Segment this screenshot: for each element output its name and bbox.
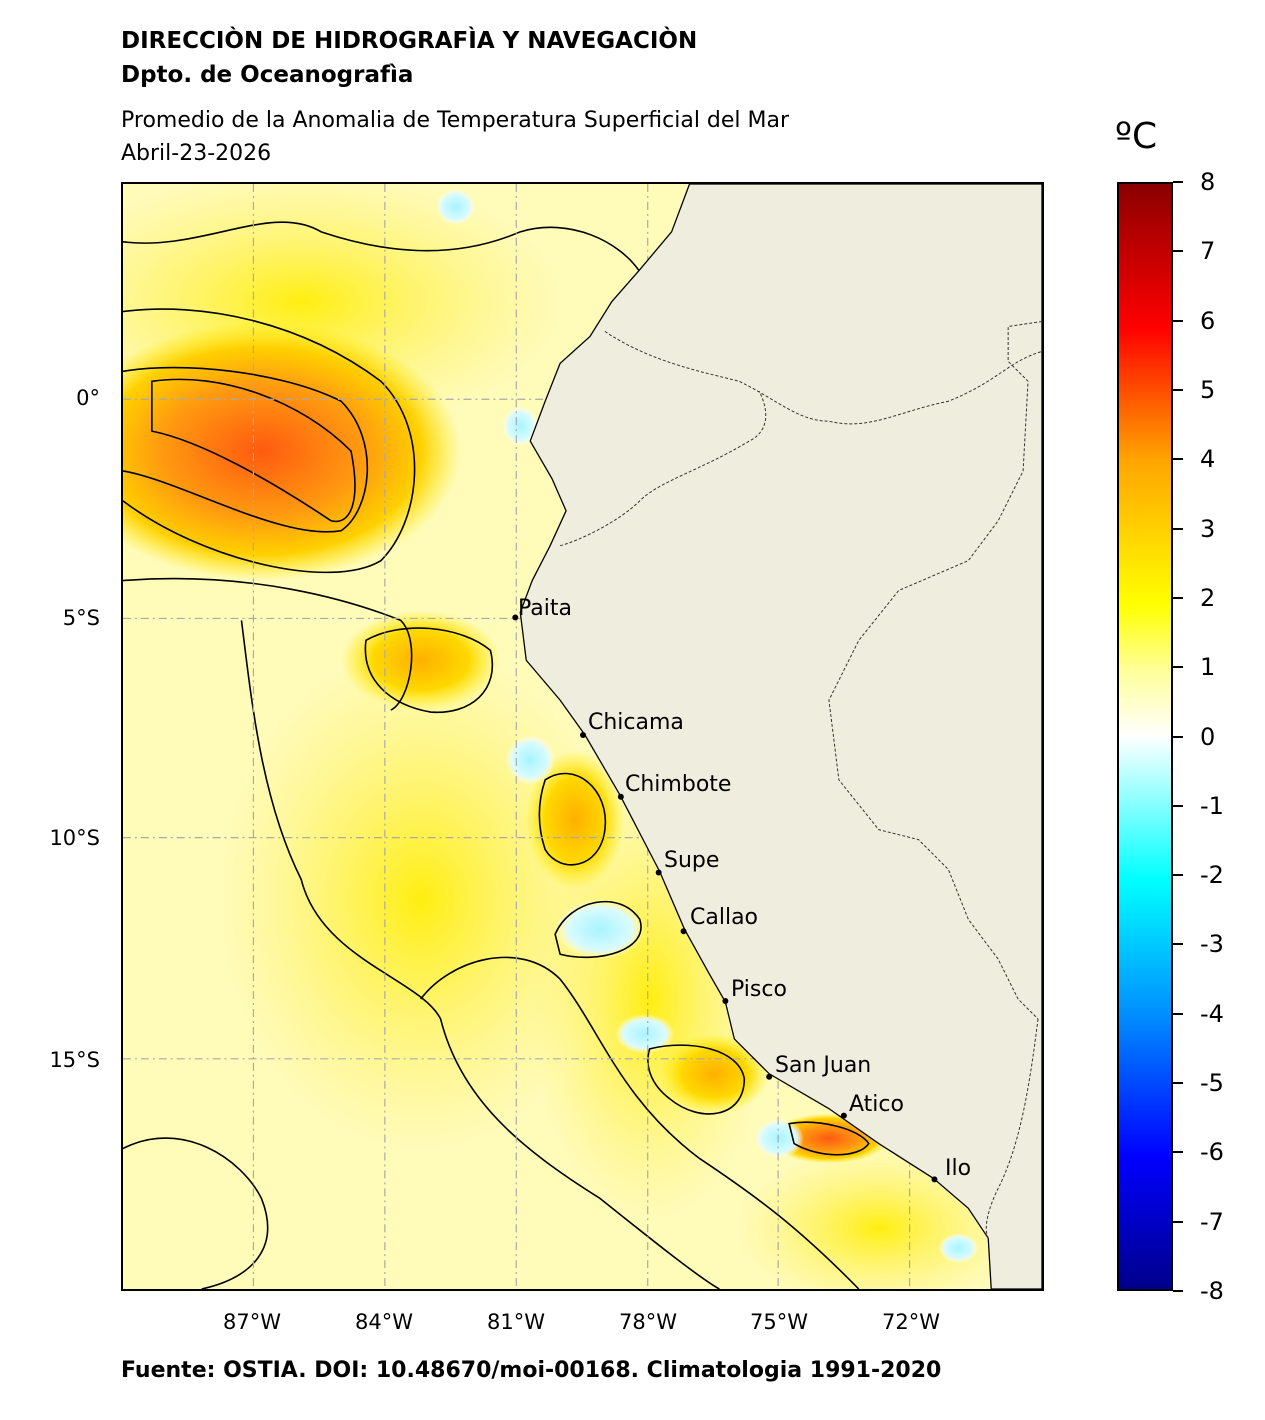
colorbar-tick-label: -2 [1200,861,1224,890]
cold-anomaly [754,1118,805,1159]
city-label-supe: Supe [664,848,720,873]
colorbar-tick-mark [1173,1012,1183,1015]
city-label-san-juan: San Juan [775,1053,872,1078]
y-tick-label: 0° [76,386,100,410]
warm-anomaly [341,610,501,711]
colorbar-tick-mark [1173,666,1183,669]
colorbar-tick-label: 0 [1200,722,1216,751]
warm-anomaly [525,749,625,890]
colorbar-tick-label: -3 [1200,930,1224,959]
y-tick-label: 5°S [62,606,100,630]
colorbar-tick-mark [1173,458,1183,461]
city-label-ilo: Ilo [945,1156,972,1181]
source-footer: Fuente: OSTIA. DOI: 10.48670/moi-00168. … [121,1358,942,1383]
cold-anomaly [502,406,539,447]
city-label-paita: Paita [518,596,572,621]
colorbar-tick-mark [1173,1220,1183,1223]
colorbar-tick-mark [1173,1082,1183,1085]
colorbar [1117,182,1173,1291]
contour-lines [123,221,870,1289]
dept-title: Dpto. de Oceanografìa [121,62,414,88]
cold-anomaly [505,735,556,785]
city-label-chicama: Chicama [588,710,684,735]
org-title: DIRECCIÒN DE HIDROGRAFÌA Y NAVEGACIÒN [121,28,698,54]
x-tick-label: 84°W [355,1310,413,1334]
colorbar-tick-label: -8 [1200,1277,1224,1305]
colorbar-tick-mark [1173,250,1183,253]
colorbar-tick-mark [1173,735,1183,738]
city-label-chimbote: Chimbote [625,772,732,797]
city-label-pisco: Pisco [731,977,787,1002]
colorbar-tick-mark [1173,388,1183,391]
colorbar-tick-mark [1173,319,1183,322]
map-panel [121,182,1044,1291]
colorbar-tick-mark [1173,527,1183,530]
colorbar-tick-label: -1 [1200,791,1224,820]
colorbar-tick-label: 2 [1200,583,1216,612]
cold-anomaly [614,1013,675,1054]
colorbar-tick-label: 6 [1200,306,1216,335]
map-title: Promedio de la Anomalia de Temperatura S… [121,108,790,133]
y-tick-label: 10°S [49,826,100,850]
colorbar-tick-mark [1173,943,1183,946]
colorbar-tick-mark [1173,596,1183,599]
cold-anomaly [435,188,476,225]
colorbar-tick-label: 7 [1200,237,1216,266]
colorbar-tick-label: 3 [1200,514,1216,543]
colorbar-tick-label: 8 [1200,168,1216,196]
colorbar-tick-label: -7 [1200,1207,1224,1236]
colorbar-unit: ºC [1115,116,1158,157]
y-tick-label: 15°S [49,1048,100,1072]
x-tick-label: 78°W [619,1310,677,1334]
country-borders [559,321,1042,1239]
colorbar-tick-label: 4 [1200,445,1216,474]
colorbar-tick-mark [1173,1290,1183,1292]
land [519,184,1042,1289]
x-tick-label: 75°W [750,1310,808,1334]
colorbar-tick-mark [1173,181,1183,183]
colorbar-tick-mark [1173,804,1183,807]
cold-anomaly [938,1233,979,1264]
colorbar-tick-label: 1 [1200,653,1216,682]
x-tick-label: 72°W [882,1310,940,1334]
colorbar-tick-mark [1173,1151,1183,1154]
cold-anomaly [555,899,645,960]
colorbar-tick-label: -6 [1200,1138,1224,1167]
x-tick-label: 81°W [487,1310,545,1334]
city-markers [512,614,938,1183]
x-tick-label: 87°W [223,1310,281,1334]
colorbar-tick-label: -4 [1200,999,1224,1028]
city-label-callao: Callao [690,905,759,930]
colorbar-tick-label: -5 [1200,1069,1224,1098]
map-date: Abril-23-2026 [121,141,272,166]
colorbar-tick-mark [1173,874,1183,877]
colorbar-tick-label: 5 [1200,375,1216,404]
warm-anomaly-core [123,321,461,581]
city-label-atico: Atico [849,1092,904,1117]
